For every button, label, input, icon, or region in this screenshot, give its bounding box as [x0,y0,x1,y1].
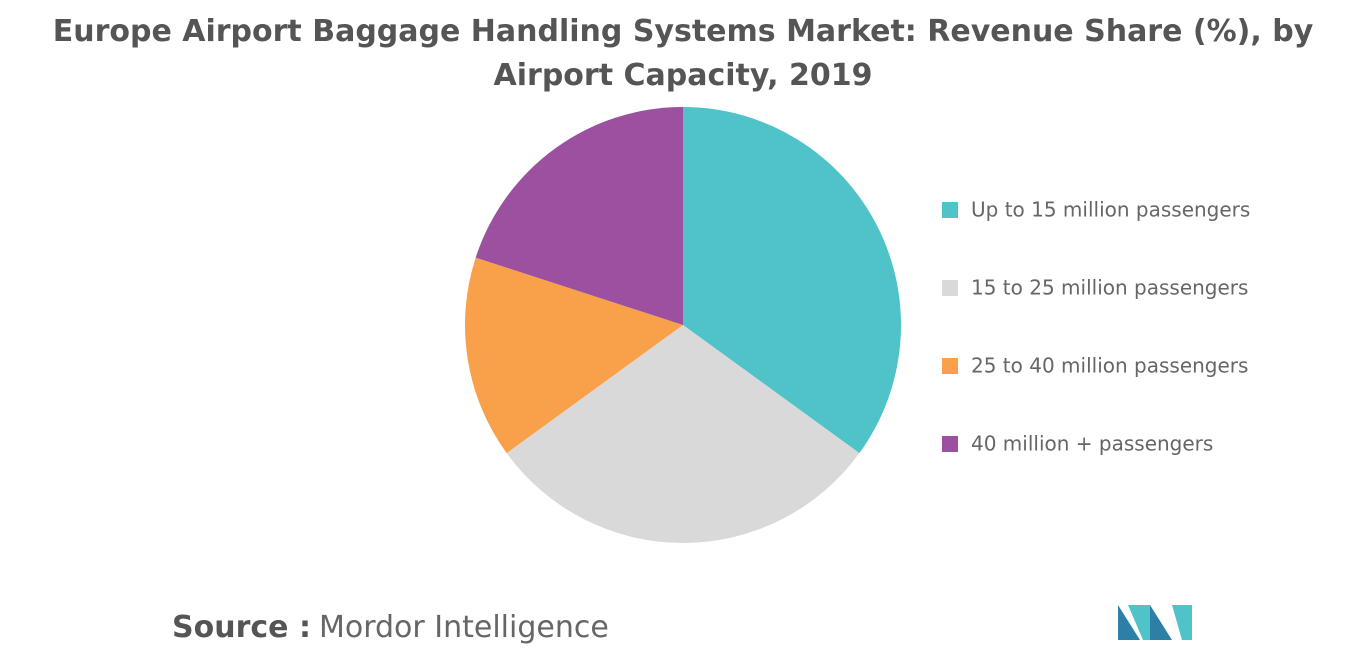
pie-slice [506,325,860,543]
legend-label: Up to 15 million passengers [971,198,1250,222]
legend-label: 25 to 40 million passengers [971,354,1248,378]
legend-label: 40 million + passengers [971,432,1213,456]
legend-label: 15 to 25 million passengers [971,276,1248,300]
legend-swatch [942,436,958,452]
source-text: Mordor Intelligence [319,610,609,645]
source-label: Source : [172,610,311,645]
logo [1118,605,1192,640]
chart-title: Europe Airport Baggage Handling Systems … [52,14,1314,93]
legend-swatch [942,202,958,218]
pie-slice [465,257,683,454]
legend-swatch [942,358,958,374]
pie-slice [475,107,683,325]
pie [465,107,902,543]
pie-slice [683,107,902,454]
legend: Up to 15 million passengers 15 to 25 mill… [942,198,1250,456]
legend-swatch [942,280,958,296]
source: Source : Mordor Intelligence [172,610,609,645]
title-box: Europe Airport Baggage Handling Systems … [52,14,1314,93]
